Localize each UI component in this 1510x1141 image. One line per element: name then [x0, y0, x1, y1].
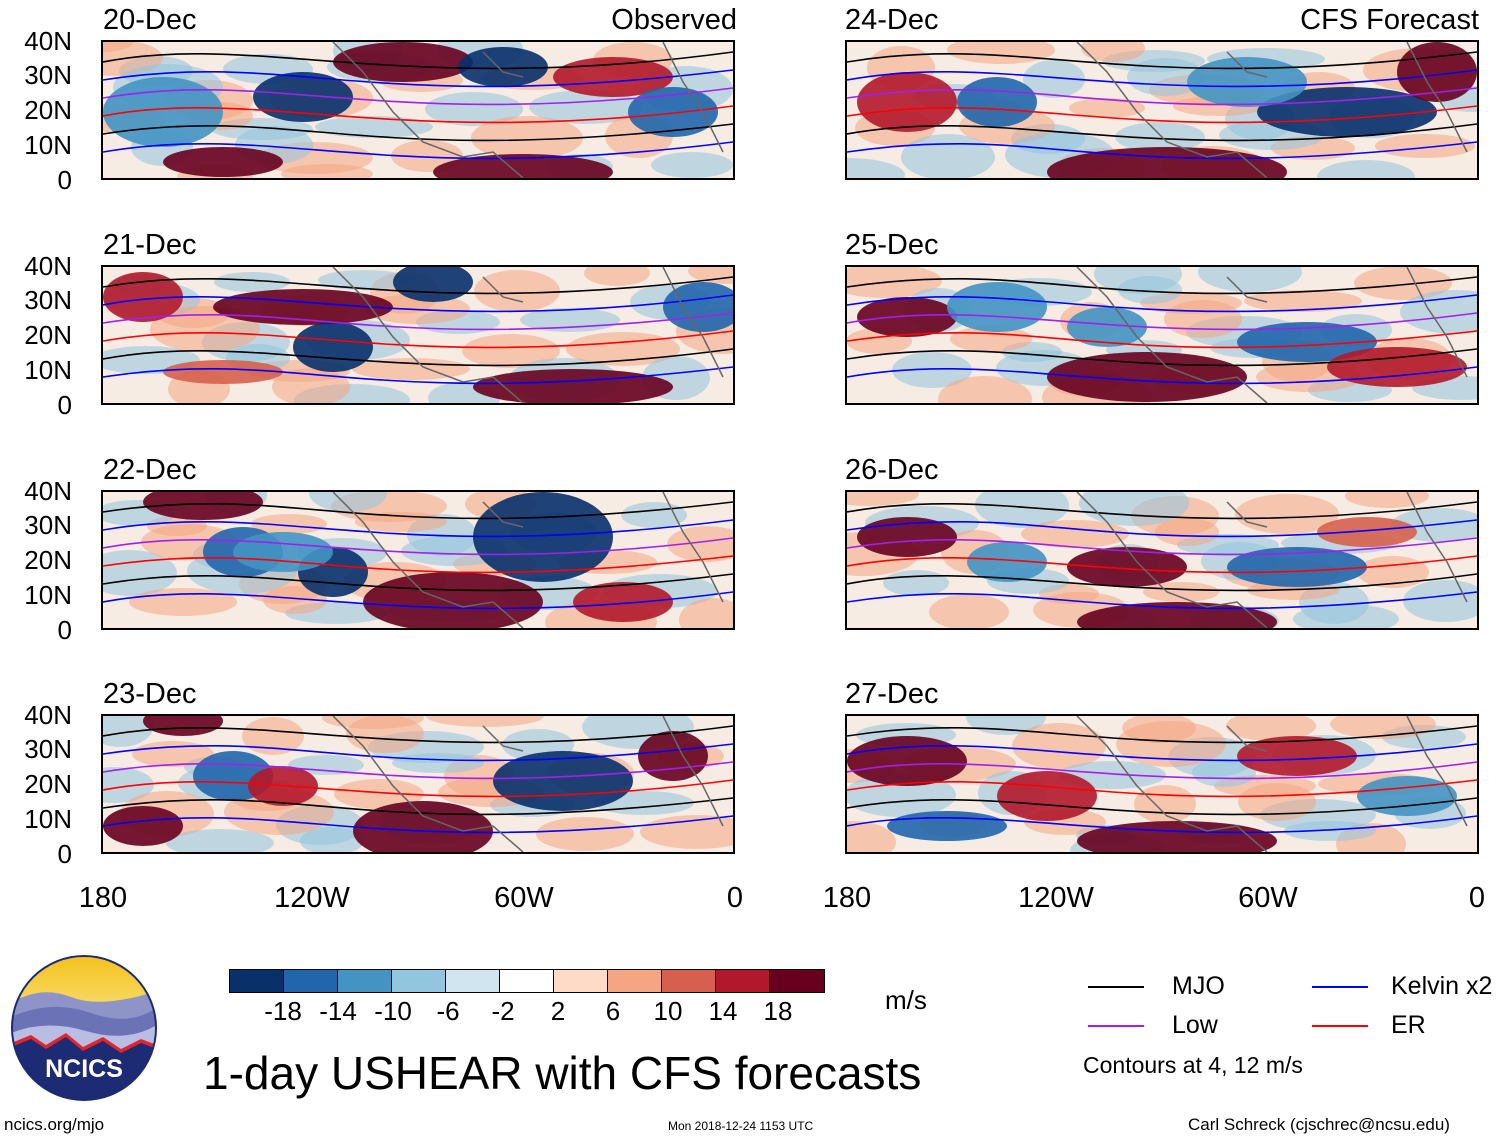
- colorbar-swatch: [392, 970, 446, 992]
- lat-label: 10N: [24, 355, 72, 385]
- colorbar-swatch: [716, 970, 770, 992]
- legend-label-kelvin: Kelvin x2: [1391, 972, 1493, 1000]
- colorbar-swatch: [770, 970, 824, 992]
- colorbar-tick: 18: [763, 996, 793, 1026]
- lat-label: 20N: [24, 545, 72, 575]
- lat-label: 0: [57, 390, 72, 420]
- legend-line-mjo: [1088, 986, 1144, 988]
- lat-label: 20N: [24, 95, 72, 125]
- panel-date: 25-Dec: [845, 229, 939, 261]
- footer-timestamp: Mon 2018-12-24 1153 UTC: [668, 1119, 814, 1133]
- lon-label: 60W: [1238, 882, 1298, 914]
- lat-label: 20N: [24, 769, 72, 799]
- colorbar-tick: 10: [653, 996, 683, 1026]
- colorbar-tick: 14: [708, 996, 738, 1026]
- panel-date: 22-Dec: [103, 454, 197, 486]
- panel-date: 23-Dec: [103, 678, 197, 710]
- footer-url: ncics.org/mjo: [4, 1115, 105, 1134]
- map-panel-27-dec: [845, 714, 1479, 854]
- lat-label: 40N: [24, 476, 72, 506]
- colorbar-units: m/s: [885, 985, 927, 1015]
- colorbar: [229, 969, 825, 993]
- panel-date: 24-Dec: [845, 4, 939, 36]
- lat-label: 30N: [24, 510, 72, 540]
- lat-label: 0: [57, 615, 72, 645]
- colorbar-swatch: [338, 970, 392, 992]
- colorbar-tick: 2: [550, 996, 566, 1026]
- lon-label: 60W: [494, 882, 554, 914]
- legend-label-low: Low: [1172, 1011, 1218, 1039]
- footer-author: Carl Schreck (cjschrec@ncsu.edu): [1188, 1115, 1450, 1134]
- colorbar-swatch: [662, 970, 716, 992]
- legend-label-er: ER: [1391, 1011, 1426, 1039]
- colorbar-swatch: [608, 970, 662, 992]
- colorbar-tick: -10: [374, 996, 412, 1026]
- figure-title: 1-day USHEAR with CFS forecasts: [203, 1047, 922, 1099]
- lon-label: 180: [822, 882, 872, 914]
- panel-date: 26-Dec: [845, 454, 939, 486]
- lat-label: 30N: [24, 285, 72, 315]
- lon-label: 120W: [274, 882, 350, 914]
- map-panel-20-dec: [101, 40, 735, 180]
- legend-line-er: [1312, 1025, 1368, 1027]
- ncics-logo: NCICS: [11, 955, 157, 1101]
- map-panel-26-dec: [845, 490, 1479, 630]
- lat-label: 10N: [24, 580, 72, 610]
- lat-label: 30N: [24, 734, 72, 764]
- map-panel-22-dec: [101, 490, 735, 630]
- colorbar-tick: -6: [436, 996, 460, 1026]
- colorbar-tick: -2: [491, 996, 515, 1026]
- cfs-forecast-label: CFS Forecast: [1300, 4, 1479, 36]
- map-panel-21-dec: [101, 265, 735, 405]
- colorbar-tick: -18: [264, 996, 302, 1026]
- legend-line-low: [1088, 1025, 1144, 1027]
- map-panel-24-dec: [845, 40, 1479, 180]
- lat-label: 40N: [24, 26, 72, 56]
- legend-label-mjo: MJO: [1172, 972, 1225, 1000]
- lat-label: 30N: [24, 60, 72, 90]
- lon-label: 0: [1468, 882, 1486, 914]
- lat-label: 40N: [24, 251, 72, 281]
- lat-label: 0: [57, 839, 72, 869]
- lat-label: 20N: [24, 320, 72, 350]
- colorbar-tick: -14: [319, 996, 357, 1026]
- colorbar-swatch: [284, 970, 338, 992]
- map-panel-23-dec: [101, 714, 735, 854]
- colorbar-swatch: [446, 970, 500, 992]
- lat-label: 10N: [24, 804, 72, 834]
- legend-line-kelvin: [1312, 986, 1368, 988]
- map-panel-25-dec: [845, 265, 1479, 405]
- panel-date: 20-Dec: [103, 4, 197, 36]
- panel-date: 21-Dec: [103, 229, 197, 261]
- logo-text: NCICS: [45, 1055, 123, 1083]
- lat-label: 0: [57, 165, 72, 195]
- colorbar-tick: 6: [605, 996, 621, 1026]
- lon-label: 180: [78, 882, 128, 914]
- lat-label: 40N: [24, 700, 72, 730]
- colorbar-swatch: [554, 970, 608, 992]
- panel-date: 27-Dec: [845, 678, 939, 710]
- lon-label: 120W: [1018, 882, 1094, 914]
- contour-note: Contours at 4, 12 m/s: [1083, 1052, 1303, 1078]
- lon-label: 0: [726, 882, 744, 914]
- colorbar-swatch: [500, 970, 554, 992]
- observed-label: Observed: [611, 4, 737, 36]
- lat-label: 10N: [24, 130, 72, 160]
- colorbar-swatch: [230, 970, 284, 992]
